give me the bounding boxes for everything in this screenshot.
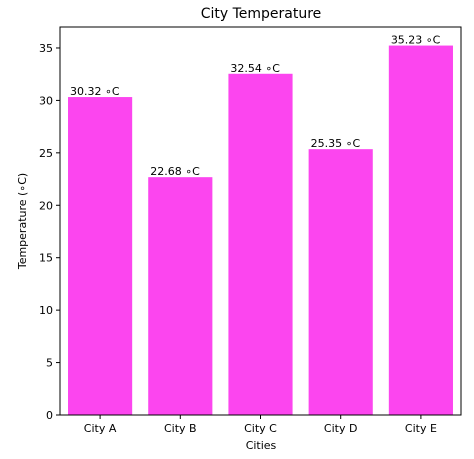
data-label: 32.54 ∘C <box>230 62 280 75</box>
y-axis-title: Temperature (∘C) <box>16 173 29 270</box>
x-tick-label: City D <box>324 422 358 435</box>
y-tick-label: 35 <box>39 42 53 55</box>
x-axis-title: Cities <box>246 439 277 452</box>
y-tick-label: 15 <box>39 252 53 265</box>
x-tick-label: City C <box>244 422 277 435</box>
x-tick-label: City E <box>405 422 437 435</box>
y-tick-label: 20 <box>39 199 53 212</box>
y-tick-label: 0 <box>46 409 53 422</box>
chart-title: City Temperature <box>201 6 322 22</box>
bar-city-a <box>68 97 133 416</box>
bar-city-d <box>308 149 373 416</box>
data-label: 22.68 ∘C <box>150 165 200 178</box>
axes-layer: 0 5 10 15 20 25 30 35 City A City B City C City D Ci… <box>39 26 462 435</box>
data-label: 25.35 ∘C <box>311 137 361 150</box>
y-tick-label: 5 <box>46 357 53 370</box>
bar-city-b <box>148 177 213 415</box>
data-labels-layer: 30.32 ∘C 22.68 ∘C 32.54 ∘C 25.35 ∘C 35.23 ∘C <box>70 34 441 179</box>
y-tick-label: 25 <box>39 147 53 160</box>
data-label: 30.32 ∘C <box>70 85 120 98</box>
bars-layer <box>68 45 453 416</box>
bar-city-e <box>388 45 453 416</box>
y-tick-label: 30 <box>39 94 53 107</box>
x-tick-label: City A <box>84 422 117 435</box>
y-tick-label: 10 <box>39 304 53 317</box>
bar-city-c <box>228 73 293 416</box>
x-tick-label: City B <box>164 422 197 435</box>
data-label: 35.23 ∘C <box>391 34 441 47</box>
